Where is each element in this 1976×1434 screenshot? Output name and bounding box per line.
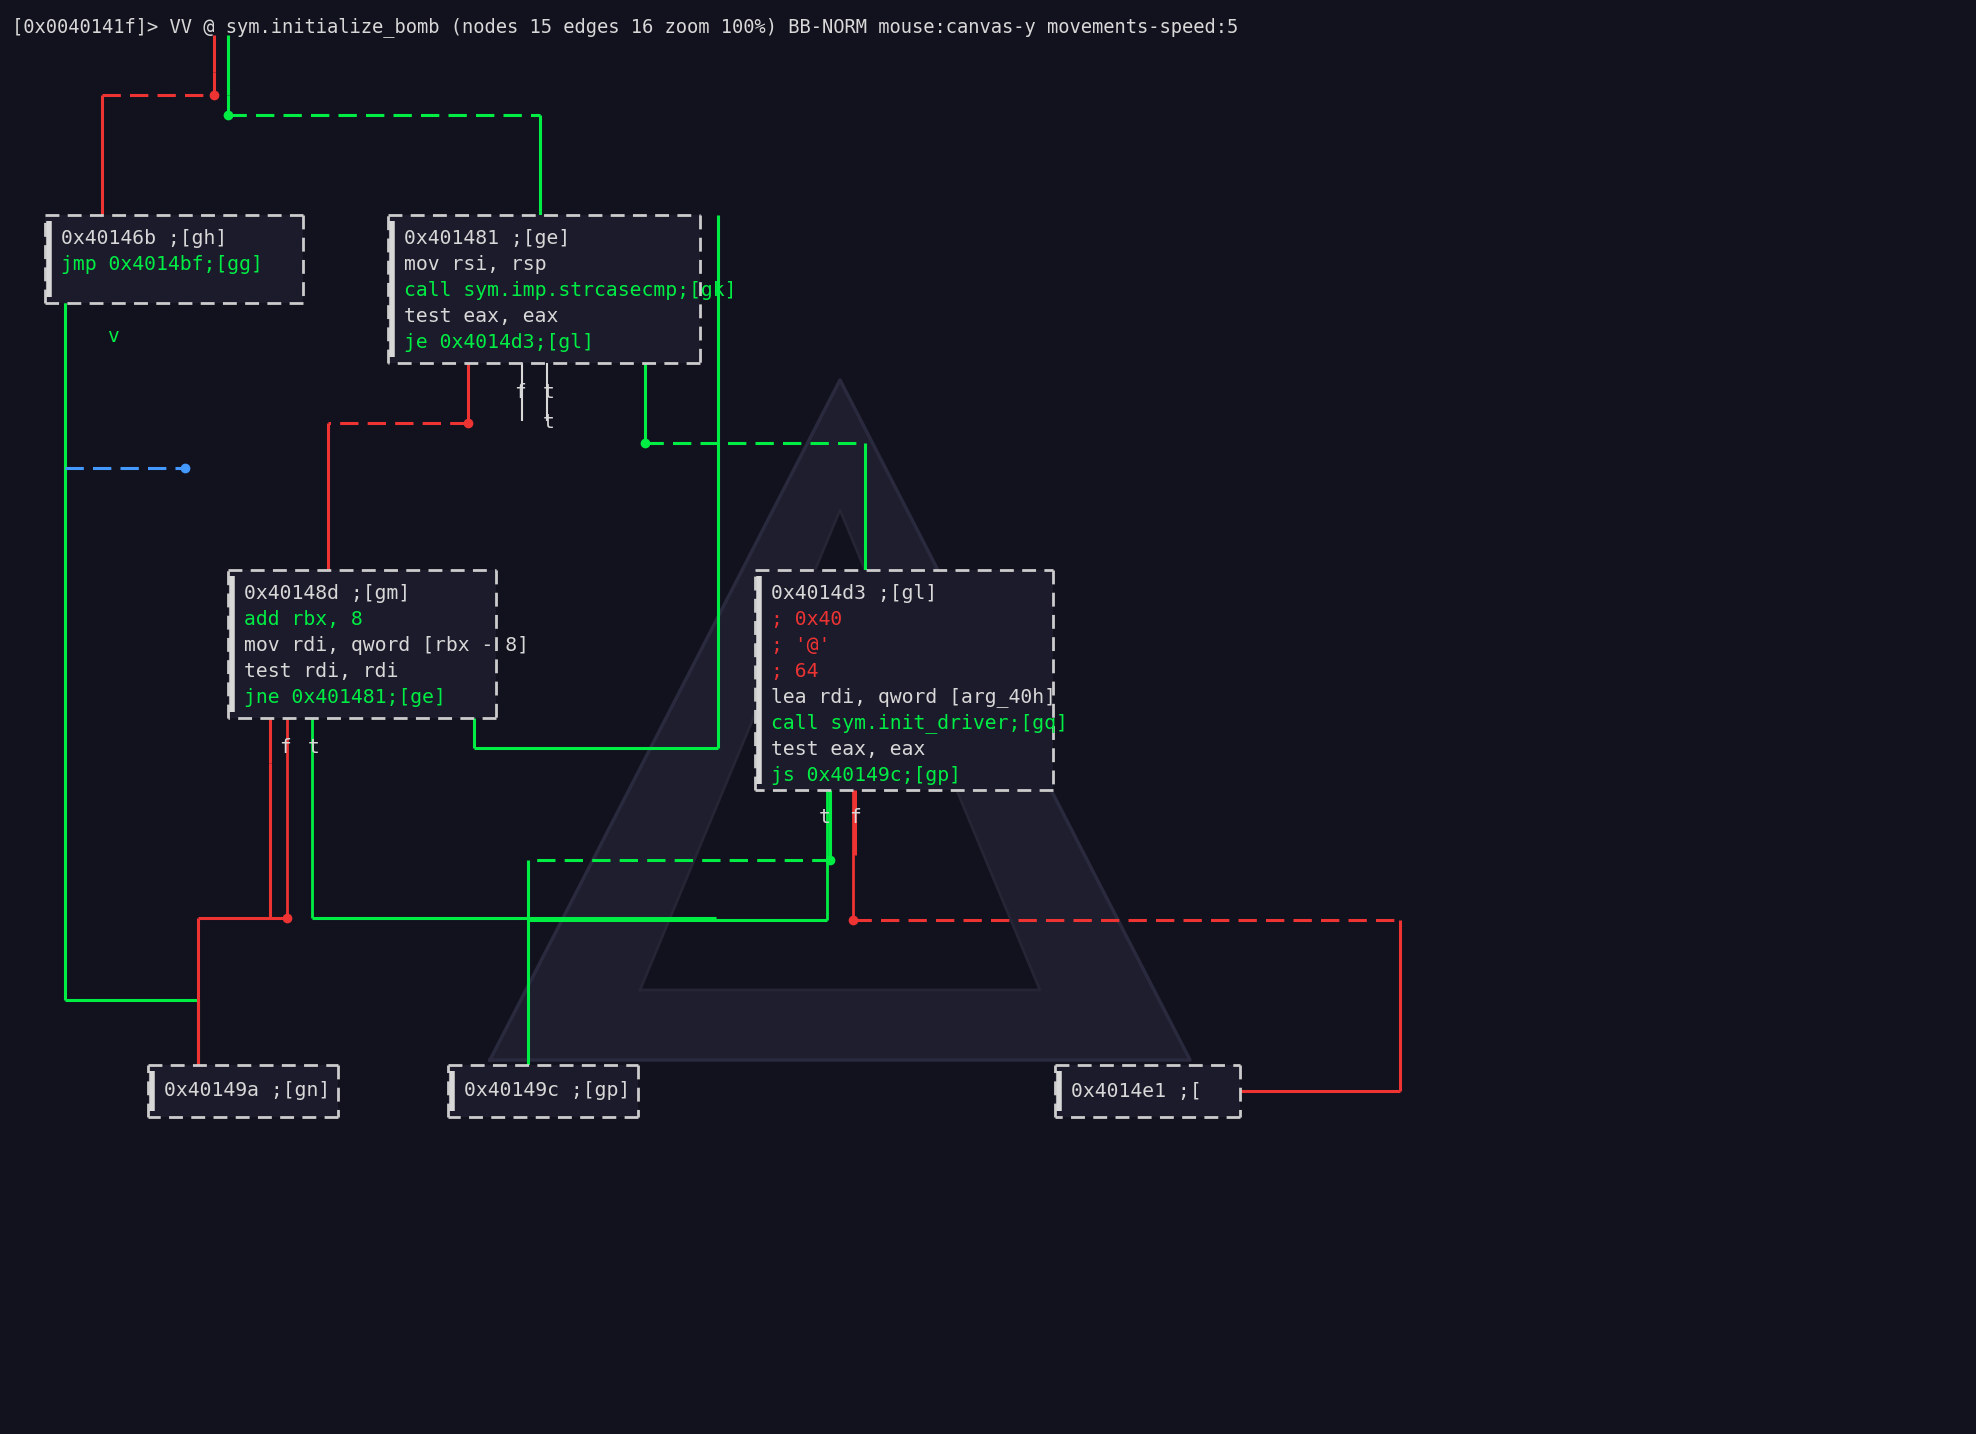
Text: mov rdi, qword [rbx - 8]: mov rdi, qword [rbx - 8]	[243, 635, 530, 655]
Text: [0x0040141f]> VV @ sym.initialize_bomb (nodes 15 edges 16 zoom 100%) BB-NORM mou: [0x0040141f]> VV @ sym.initialize_bomb (…	[12, 17, 1239, 37]
Text: jmp 0x4014bf;[gg]: jmp 0x4014bf;[gg]	[61, 255, 263, 274]
Bar	[387, 215, 700, 363]
Text: 0x40149c ;[gp]: 0x40149c ;[gp]	[464, 1081, 630, 1100]
Text: 0x4014e1 ;[: 0x4014e1 ;[	[1071, 1081, 1201, 1100]
Polygon shape	[640, 511, 1039, 989]
Text: 0x40149a ;[gn]: 0x40149a ;[gn]	[164, 1081, 330, 1100]
Text: ; 0x40: ; 0x40	[771, 609, 842, 630]
Text: 0x401481 ;[ge]: 0x401481 ;[ge]	[403, 229, 571, 248]
Text: lea rdi, qword [arg_40h]: lea rdi, qword [arg_40h]	[771, 687, 1055, 707]
Text: f: f	[279, 739, 290, 757]
Text: f: f	[514, 383, 526, 402]
Text: ; '@': ; '@'	[771, 635, 830, 655]
Text: ; 64: ; 64	[771, 663, 818, 681]
Text: test eax, eax: test eax, eax	[403, 307, 559, 326]
Text: test eax, eax: test eax, eax	[771, 740, 925, 759]
Text: t: t	[818, 807, 830, 827]
Bar	[755, 569, 1053, 790]
Text: t: t	[543, 413, 555, 432]
Text: call sym.init_driver;[gq]: call sym.init_driver;[gq]	[771, 714, 1067, 733]
Bar	[449, 1065, 638, 1117]
Text: t: t	[308, 739, 320, 757]
Text: add rbx, 8: add rbx, 8	[243, 609, 364, 630]
Text: 0x40148d ;[gm]: 0x40148d ;[gm]	[243, 584, 411, 602]
Polygon shape	[490, 380, 1190, 1060]
Text: 0x4014d3 ;[gl]: 0x4014d3 ;[gl]	[771, 584, 937, 602]
Text: 0x40146b ;[gh]: 0x40146b ;[gh]	[61, 229, 227, 248]
Bar	[45, 215, 302, 303]
Bar	[227, 569, 496, 718]
Text: t: t	[543, 383, 555, 402]
Text: call sym.imp.strcasecmp;[gk]: call sym.imp.strcasecmp;[gk]	[403, 281, 737, 300]
Text: test rdi, rdi: test rdi, rdi	[243, 663, 399, 681]
Bar	[148, 1065, 338, 1117]
Text: mov rsi, rsp: mov rsi, rsp	[403, 255, 547, 274]
Text: f: f	[850, 807, 862, 827]
Text: jne 0x401481;[ge]: jne 0x401481;[ge]	[243, 688, 447, 707]
Text: v: v	[107, 327, 119, 346]
Bar	[1055, 1065, 1241, 1117]
Text: je 0x4014d3;[gl]: je 0x4014d3;[gl]	[403, 333, 595, 351]
Text: js 0x40149c;[gp]: js 0x40149c;[gp]	[771, 766, 960, 784]
